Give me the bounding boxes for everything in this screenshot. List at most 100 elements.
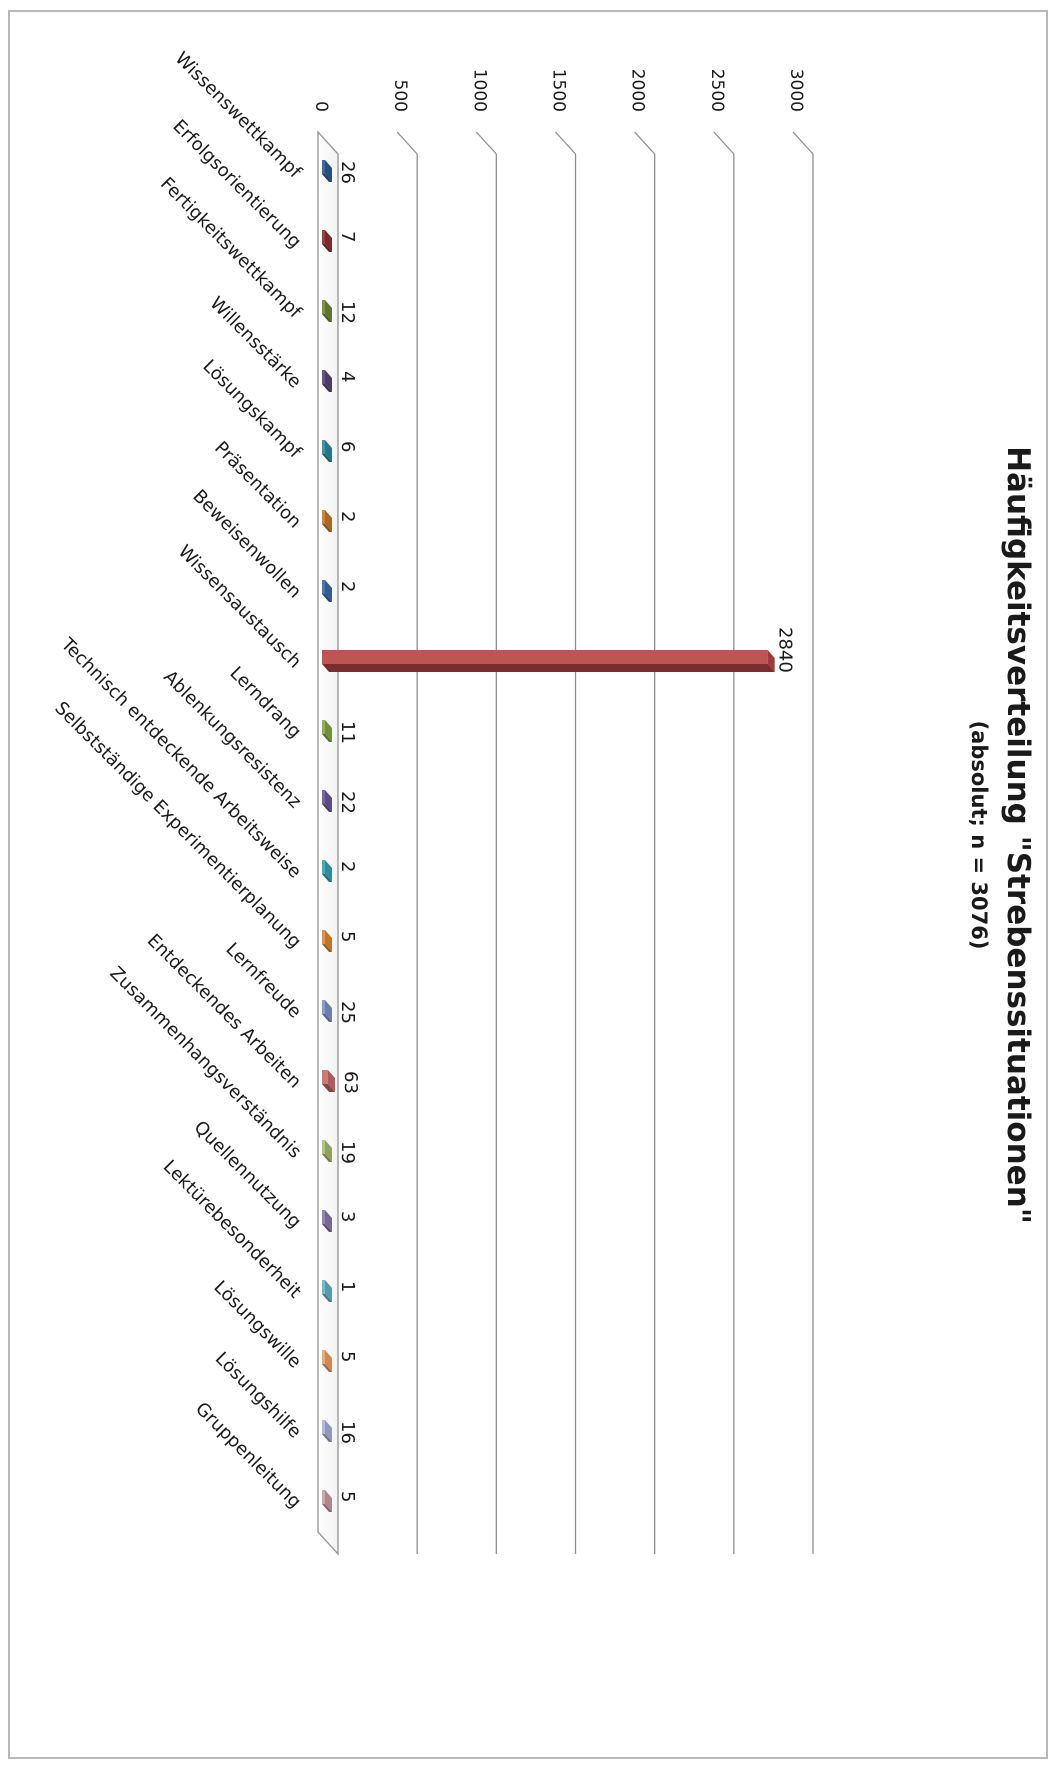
bar-cap (325, 930, 332, 952)
gridline-depth (396, 131, 418, 155)
bar-cap (325, 1210, 332, 1232)
gridline-depth (555, 131, 576, 155)
data-label: 2840 (775, 627, 796, 673)
data-label: 1 (337, 1281, 358, 1292)
bar-cap (325, 580, 332, 602)
y-tick-label: 1000 (469, 69, 489, 112)
bar (322, 230, 325, 244)
bar-side (322, 314, 332, 322)
y-tick-label: 2500 (707, 69, 727, 112)
bar-side (322, 1224, 332, 1232)
bar-side (322, 1364, 332, 1372)
bar (322, 160, 325, 174)
bar (322, 580, 325, 594)
bar (322, 720, 325, 734)
chart-floor (317, 130, 339, 1556)
bar-cap (325, 1350, 332, 1372)
chart-subtitle: (absolut; n = 3076) (967, 721, 991, 950)
gridline-depth (792, 131, 814, 155)
bar-cap (325, 230, 332, 252)
bar-side (322, 1294, 332, 1302)
bar-side (322, 1154, 332, 1162)
bar-side (322, 594, 332, 602)
data-label: 2 (337, 581, 358, 592)
bar (322, 1420, 325, 1434)
data-label: 7 (337, 231, 358, 242)
bar (322, 1210, 325, 1224)
category-label: Lektürebesonderheit (159, 1156, 306, 1303)
data-label: 19 (337, 1141, 358, 1164)
gridline-depth (475, 131, 497, 155)
bar (322, 860, 325, 874)
gridline-depth (713, 131, 735, 155)
data-label: 3 (337, 1211, 358, 1222)
page-frame (8, 10, 1048, 1759)
bar-side (322, 874, 332, 882)
bar-side (322, 1434, 332, 1442)
bar-side (322, 664, 775, 672)
data-label: 63 (340, 1071, 361, 1094)
bar-side (322, 384, 332, 392)
bar-cap (325, 1140, 332, 1162)
category-label: Selbstständige Experimentierplanung (50, 698, 305, 953)
value-axis: 0 500 1000 1500 2000 2500 3000 (311, 69, 806, 112)
bar-cap (325, 1490, 332, 1512)
bar (322, 370, 325, 384)
bar-cap (325, 510, 332, 532)
bar (322, 1140, 325, 1154)
y-tick-label: 1500 (549, 69, 569, 112)
bar (322, 510, 325, 524)
bar (322, 1490, 325, 1504)
bar-cap (325, 720, 332, 742)
category-label: Fertigkeitswettkampf (156, 173, 306, 323)
category-label: Erfolgsorientierung (168, 116, 305, 253)
bar-cap (325, 1280, 332, 1302)
bar-cap (325, 1420, 332, 1442)
bar-cap (325, 160, 332, 182)
category-label: Wissensaustausch (174, 541, 306, 673)
data-label: 16 (337, 1421, 358, 1444)
bar-cap (325, 790, 332, 812)
bar (322, 1350, 325, 1364)
category-label: Wissenswettkampf (171, 48, 306, 183)
y-tick-label: 3000 (786, 69, 806, 112)
bar-side (322, 944, 332, 952)
data-label: 11 (337, 721, 358, 744)
bar (322, 1070, 328, 1084)
data-label: 12 (337, 301, 358, 324)
bar-side (322, 1084, 335, 1092)
category-label: Technisch entdeckende Arbeitsweise (56, 633, 305, 882)
category-label: Ablenkungsresistenz (159, 666, 305, 812)
data-label: 2 (337, 861, 358, 872)
bar-side (322, 1504, 332, 1512)
bar (322, 650, 768, 664)
bar-side (322, 454, 332, 462)
bars (322, 160, 775, 1512)
y-tick-label: 2000 (628, 69, 648, 112)
gridline-depth (634, 131, 656, 155)
bar-side (322, 524, 332, 532)
bar-cap (325, 370, 332, 392)
bar-cap (767, 650, 775, 672)
bar-cap (325, 1000, 332, 1022)
data-label: 26 (337, 161, 358, 184)
category-axis: WissenswettkampfErfolgsorientierungFerti… (50, 48, 305, 1513)
bar (322, 1280, 325, 1294)
bar (322, 790, 325, 804)
bar-side (322, 1014, 332, 1022)
bar-cap (325, 860, 332, 882)
data-label: 5 (337, 1491, 358, 1502)
bar (322, 440, 325, 454)
y-tick-label: 0 (311, 101, 331, 112)
gridlines (317, 130, 814, 1556)
data-label: 22 (337, 791, 358, 814)
data-label: 6 (337, 441, 358, 452)
bar-cap (325, 300, 332, 322)
bar (322, 1000, 325, 1014)
bar (322, 930, 325, 944)
bar-cap (327, 1070, 335, 1092)
data-label: 2 (337, 511, 358, 522)
y-tick-label: 500 (390, 80, 410, 112)
bar-cap (325, 440, 332, 462)
